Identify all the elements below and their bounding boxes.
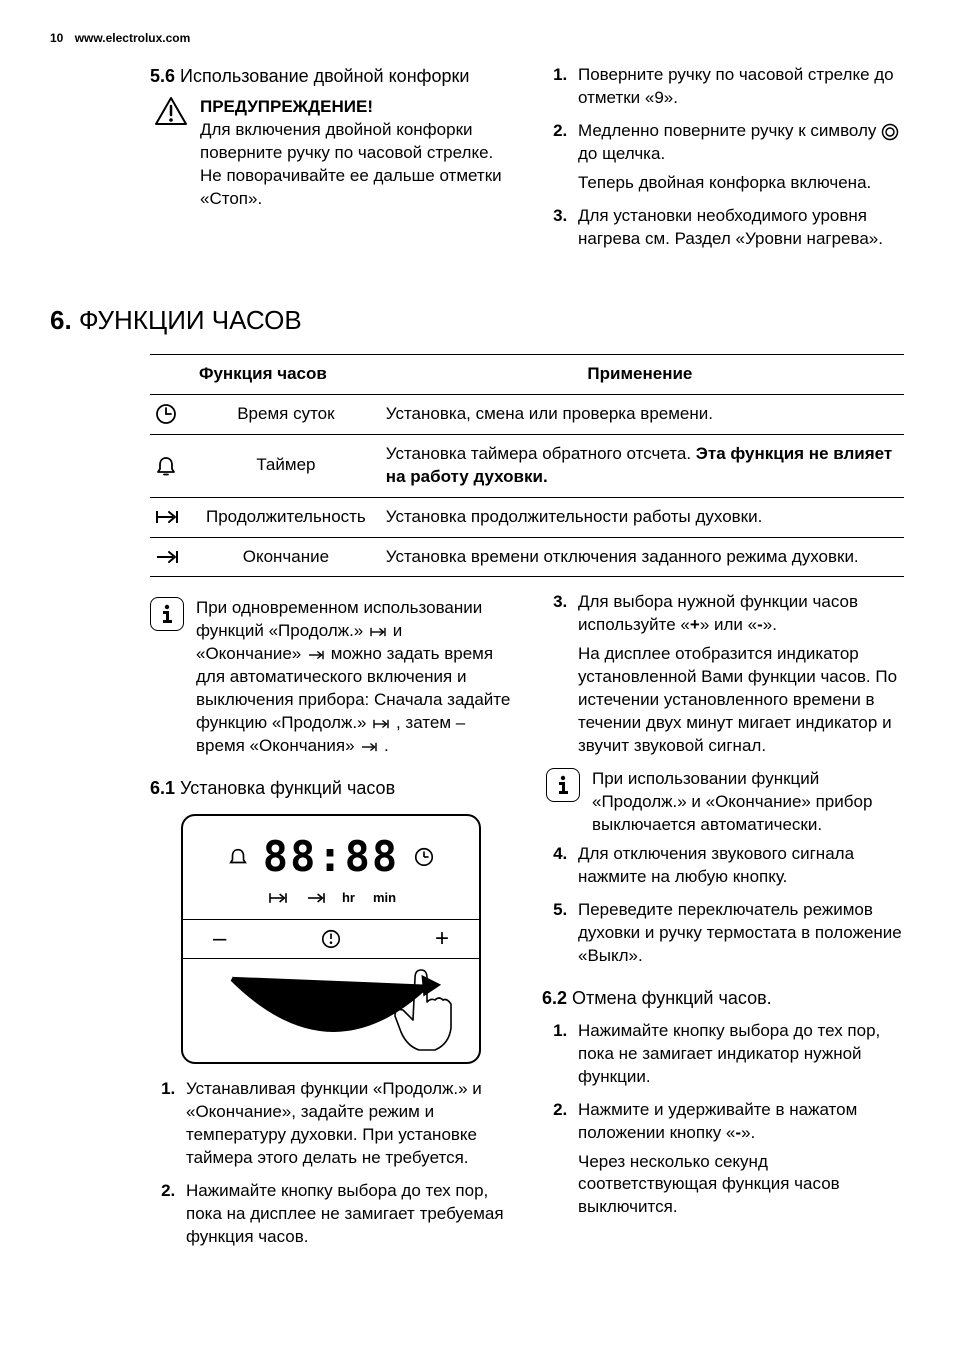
step-4: Для отключения звукового сигнала нажмите… bbox=[572, 843, 904, 889]
site-url: www.electrolux.com bbox=[75, 31, 191, 45]
row-desc-a: Установка таймера обратного отсчета. bbox=[386, 444, 696, 463]
th-usage: Применение bbox=[376, 354, 904, 394]
table-row: Время суток Установка, смена или проверк… bbox=[150, 394, 904, 434]
step-2-a: Нажмите и удерживайте в нажатом положени… bbox=[578, 1100, 857, 1142]
section-5-6-title: 5.6 Использование двойной конфорки bbox=[150, 64, 512, 88]
clock-icon bbox=[413, 846, 435, 868]
bell-icon bbox=[150, 434, 196, 497]
warning-title: ПРЕДУПРЕЖДЕНИЕ! bbox=[200, 96, 512, 119]
step-2-note: Теперь двойная конфорка включена. bbox=[578, 172, 904, 195]
table-row: Продолжительность Установка продолжитель… bbox=[150, 497, 904, 537]
step-2-text-a: Медленно поверните ручку к символу bbox=[578, 121, 881, 140]
warning-body: Для включения двойной конфорки поверните… bbox=[200, 119, 512, 211]
warning-block: ПРЕДУПРЕЖДЕНИЕ! Для включения двойной ко… bbox=[150, 96, 512, 211]
section-6-1-steps-left: Устанавливая функции «Продолж.» и «Оконч… bbox=[50, 1078, 512, 1249]
clock-functions-table: Функция часов Применение Время суток Уст… bbox=[150, 354, 904, 578]
chapter-6-title: ФУНКЦИИ ЧАСОВ bbox=[79, 305, 302, 335]
step-2-text: Нажимайте кнопку выбора до тех пор, пока… bbox=[186, 1181, 504, 1246]
bell-icon bbox=[227, 846, 249, 868]
info-text-a: При одновременном использовании функций … bbox=[196, 598, 482, 640]
table-row: Таймер Установка таймера обратного отсче… bbox=[150, 434, 904, 497]
end-icon bbox=[150, 537, 196, 577]
minus-button: – bbox=[213, 923, 226, 955]
info-icon bbox=[150, 597, 184, 631]
section-6-1-title: 6.1 Установка функций часов bbox=[50, 776, 512, 800]
row-name: Окончание bbox=[196, 537, 376, 577]
row-name: Продолжительность bbox=[196, 497, 376, 537]
min-label: min bbox=[373, 889, 396, 907]
table-row: Окончание Установка времени отключения з… bbox=[150, 537, 904, 577]
step-3: Для выбора нужной функции часов использу… bbox=[572, 591, 904, 758]
end-icon bbox=[304, 890, 328, 906]
info-text-e: . bbox=[384, 736, 389, 755]
section-6-1-steps-right-cont: Для отключения звукового сигнала нажмите… bbox=[542, 843, 904, 968]
step-3-text: Для установки необходимого уровня нагрев… bbox=[578, 206, 883, 248]
step-5: Переведите переключатель режимов духовки… bbox=[572, 899, 904, 968]
section-5-6-wrap: 5.6 Использование двойной конфорки ПРЕДУ… bbox=[50, 64, 904, 261]
section-6-1-text: Установка функций часов bbox=[180, 778, 395, 798]
info-combined-functions: При одновременном использовании функций … bbox=[150, 597, 512, 758]
step-3: Для установки необходимого уровня нагрев… bbox=[572, 205, 904, 251]
section-5-6-text: Использование двойной конфорки bbox=[180, 66, 469, 86]
row-desc: Установка таймера обратного отсчета. Эта… bbox=[376, 434, 904, 497]
plus-button: + bbox=[435, 923, 449, 955]
page-header: 10 www.electrolux.com bbox=[50, 30, 904, 46]
double-ring-icon bbox=[881, 123, 899, 141]
row-desc: Установка продолжительности работы духов… bbox=[376, 497, 904, 537]
chapter-6-num: 6. bbox=[50, 305, 72, 335]
section-6-2-title: 6.2 Отмена функций часов. bbox=[542, 986, 904, 1010]
section-6-1-num: 6.1 bbox=[150, 778, 175, 798]
section-6-2-steps: Нажимайте кнопку выбора до тех пор, пока… bbox=[542, 1020, 904, 1220]
step-3-c: ». bbox=[763, 615, 777, 634]
chapter-6-heading: 6. ФУНКЦИИ ЧАСОВ bbox=[50, 303, 904, 338]
step-2: Нажимайте кнопку выбора до тех пор, пока… bbox=[180, 1180, 512, 1249]
row-name: Таймер bbox=[196, 434, 376, 497]
select-button-icon bbox=[320, 928, 342, 950]
section-6-2-text: Отмена функций часов. bbox=[572, 988, 772, 1008]
step-1-text: Поверните ручку по часовой стрелке до от… bbox=[578, 65, 894, 107]
row-name: Время суток bbox=[196, 394, 376, 434]
th-function: Функция часов bbox=[150, 354, 376, 394]
hand-icon bbox=[385, 966, 465, 1056]
section-5-6-num: 5.6 bbox=[150, 66, 175, 86]
section-6-1-steps-right: Для выбора нужной функции часов использу… bbox=[542, 591, 904, 758]
step-2-b: ». bbox=[741, 1123, 755, 1142]
chapter-6-body: При одновременном использовании функций … bbox=[50, 591, 904, 1258]
end-icon bbox=[306, 648, 326, 662]
section-5-6-steps: Поверните ручку по часовой стрелке до от… bbox=[542, 64, 904, 251]
row-desc: Установка, смена или проверка времени. bbox=[376, 394, 904, 434]
duration-icon bbox=[266, 890, 290, 906]
step-1-text: Нажимайте кнопку выбора до тех пор, пока… bbox=[578, 1021, 880, 1086]
clock-icon bbox=[150, 394, 196, 434]
step-2: Медленно поверните ручку к символу до ще… bbox=[572, 120, 904, 195]
section-6-2-num: 6.2 bbox=[542, 988, 567, 1008]
step-3-note: На дисплее отобразится индикатор установ… bbox=[578, 643, 904, 758]
step-1: Поверните ручку по часовой стрелке до от… bbox=[572, 64, 904, 110]
warning-icon bbox=[154, 96, 188, 126]
step-5-text: Переведите переключатель режимов духовки… bbox=[578, 900, 902, 965]
duration-icon bbox=[368, 625, 388, 639]
step-2-note: Через несколько секунд соответствующая ф… bbox=[578, 1151, 904, 1220]
step-1-text: Устанавливая функции «Продолж.» и «Оконч… bbox=[186, 1079, 482, 1167]
step-4-text: Для отключения звукового сигнала нажмите… bbox=[578, 844, 854, 886]
page-number: 10 bbox=[50, 31, 63, 45]
duration-icon bbox=[371, 717, 391, 731]
step-3-plus: + bbox=[690, 615, 700, 634]
step-1: Устанавливая функции «Продолж.» и «Оконч… bbox=[180, 1078, 512, 1170]
hr-label: hr bbox=[342, 889, 355, 907]
control-panel-diagram: 88:88 hr min – + bbox=[181, 814, 481, 1064]
info-text: При использовании функций «Продолж.» и «… bbox=[592, 768, 904, 837]
step-1: Нажимайте кнопку выбора до тех пор, пока… bbox=[572, 1020, 904, 1089]
step-3-b: » или « bbox=[700, 615, 757, 634]
info-auto-off: При использовании функций «Продолж.» и «… bbox=[542, 768, 904, 837]
row-desc: Установка времени отключения заданного р… bbox=[376, 537, 904, 577]
info-icon bbox=[546, 768, 580, 802]
display-digits: 88:88 bbox=[263, 829, 399, 886]
duration-icon bbox=[150, 497, 196, 537]
step-2-text-b: до щелчка. bbox=[578, 144, 665, 163]
end-icon bbox=[359, 740, 379, 754]
step-2: Нажмите и удерживайте в нажатом положени… bbox=[572, 1099, 904, 1220]
